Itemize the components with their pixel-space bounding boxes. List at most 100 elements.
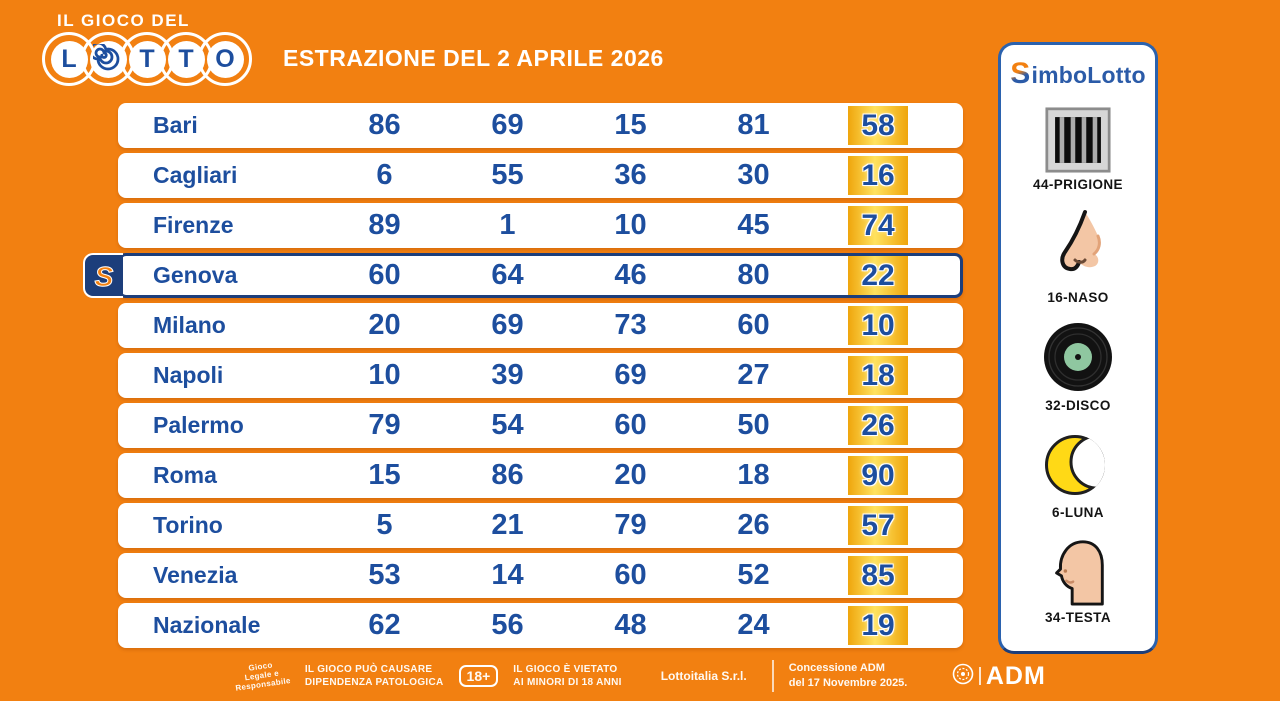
fifth-number: 18: [861, 358, 895, 392]
drawn-number: 80: [737, 259, 770, 291]
fifth-number: 90: [861, 458, 895, 492]
drawn-number: 15: [614, 109, 647, 141]
swirl-icon: [93, 44, 120, 71]
fifth-number-cell: 90: [848, 456, 908, 495]
drawn-number: 6: [376, 159, 393, 191]
fifth-number-cell: 85: [848, 556, 908, 595]
fifth-number-cell: 22: [848, 256, 908, 295]
responsible-gaming-logo: Gioco Legale e Responsabile: [233, 658, 292, 694]
drawn-number: 81: [737, 109, 770, 141]
lotto-logo-letter: O: [206, 40, 244, 78]
simbolotto-swirl-letter: S: [1010, 57, 1031, 90]
city-label: Roma: [153, 462, 217, 488]
drawn-number: 62: [368, 609, 401, 641]
simbolotto-row-badge: S: [83, 253, 123, 298]
table-row-nazionale: Nazionale 62 56 48 24 19: [118, 603, 963, 648]
fifth-number: 10: [861, 308, 895, 342]
lotto-logo-circle: L: [42, 32, 96, 86]
drawn-number: 24: [737, 609, 770, 641]
warning-line: IL GIOCO È VIETATO: [513, 664, 618, 675]
fifth-number: 22: [861, 258, 895, 292]
drawn-number: 64: [491, 259, 524, 291]
concession-line: Concessione ADM: [788, 662, 885, 675]
simbolotto-title: S imboLotto: [1010, 57, 1145, 91]
table-row-roma: Roma 15 86 20 18 90: [118, 453, 963, 498]
city-label: Nazionale: [153, 612, 261, 638]
city-label: Cagliari: [153, 162, 238, 188]
simbolotto-symbol: 44-PRIGIONE: [1033, 107, 1123, 192]
drawn-number: 79: [368, 409, 401, 441]
fifth-number-cell: 74: [848, 206, 908, 245]
city-label: Torino: [153, 512, 223, 538]
drawn-number: 86: [368, 109, 401, 141]
drawn-number: 79: [614, 509, 647, 541]
fifth-number: 19: [861, 608, 895, 642]
drawn-number: 69: [614, 359, 647, 391]
symbol-label: 34-TESTA: [1045, 610, 1111, 626]
city-label: Venezia: [153, 562, 238, 588]
adm-emblem-icon: [952, 663, 974, 690]
simbolotto-symbol-list: 44-PRIGIONE 16-NASO 32-DISCO 6-LUNA 34-TESTA: [1007, 91, 1149, 641]
drawn-number: 56: [491, 609, 524, 641]
table-row-genova: S Genova 60 64 46 80 22: [83, 253, 963, 298]
drawn-number: 45: [737, 209, 770, 241]
drawn-number: 26: [737, 509, 770, 541]
symbol-label: 44-PRIGIONE: [1033, 176, 1123, 192]
drawn-number: 60: [737, 309, 770, 341]
city-label: Milano: [153, 312, 226, 338]
drawn-number: 60: [368, 259, 401, 291]
adm-label: ADM: [985, 661, 1046, 690]
simbolotto-title-rest: imboLotto: [1031, 62, 1146, 88]
svg-text:S: S: [95, 261, 114, 292]
city-label: Firenze: [153, 212, 234, 238]
adm-logo: ADM: [952, 662, 1045, 691]
simbolotto-symbol: 16-NASO: [1041, 208, 1115, 305]
symbol-label: 16-NASO: [1047, 289, 1109, 305]
drawn-number: 69: [491, 109, 524, 141]
drawn-number: 54: [491, 409, 524, 441]
fifth-number-cell: 57: [848, 506, 908, 545]
fifth-number: 85: [861, 558, 895, 592]
crescent-moon-icon: [1042, 429, 1114, 501]
drawn-number: 39: [491, 359, 524, 391]
symbol-label: 32-DISCO: [1045, 398, 1111, 414]
drawn-number: 10: [614, 209, 647, 241]
table-row-firenze: Firenze 89 1 10 45 74: [118, 203, 963, 248]
lotto-logo-topline: IL GIOCO DEL: [57, 11, 190, 30]
simbolotto-panel: S imboLotto 44-PRIGIONE 16-NASO 32-DISCO 6-…: [998, 42, 1158, 654]
prison-bars-icon: [1045, 107, 1111, 173]
drawn-number: 27: [737, 359, 770, 391]
fifth-number: 58: [861, 108, 895, 142]
drawn-number: 20: [614, 459, 647, 491]
drawn-number: 1: [499, 209, 516, 241]
city-label: Palermo: [153, 412, 244, 438]
simbolotto-symbol: 32-DISCO: [1041, 320, 1115, 413]
drawn-number: 55: [491, 159, 524, 191]
drawn-number: 21: [491, 509, 524, 541]
table-row-palermo: Palermo 79 54 60 50 26: [118, 403, 963, 448]
drawn-number: 73: [614, 309, 647, 341]
fifth-number-cell: 19: [848, 606, 908, 645]
warning-line: DIPENDENZA PATOLOGICA: [304, 677, 444, 688]
city-label: Genova: [153, 262, 238, 288]
drawn-number: 60: [614, 559, 647, 591]
drawn-number: 20: [368, 309, 401, 341]
drawn-number: 69: [491, 309, 524, 341]
age-18-badge: 18+: [458, 665, 499, 687]
table-row-venezia: Venezia 53 14 60 52 85: [118, 553, 963, 598]
vinyl-record-icon: [1041, 320, 1115, 394]
drawn-number: 18: [737, 459, 770, 491]
simbolotto-symbol: 34-TESTA: [1045, 536, 1111, 625]
table-row-torino: Torino 5 21 79 26 57: [118, 503, 963, 548]
fifth-number: 16: [861, 158, 895, 192]
page-title: ESTRAZIONE DEL 2 APRILE 2026: [283, 45, 664, 71]
fifth-number: 74: [861, 208, 895, 242]
legal-footer: Gioco Legale e Responsabile IL GIOCO PUÒ…: [0, 654, 1280, 701]
nose-icon: [1041, 208, 1115, 286]
table-row-cagliari: Cagliari 6 55 36 30 16: [118, 153, 963, 198]
fifth-number-cell: 26: [848, 406, 908, 445]
lotto-logo-circle: O: [198, 32, 252, 86]
concession-line: del 17 Novembre 2025.: [788, 677, 908, 689]
drawn-number: 52: [737, 559, 770, 591]
